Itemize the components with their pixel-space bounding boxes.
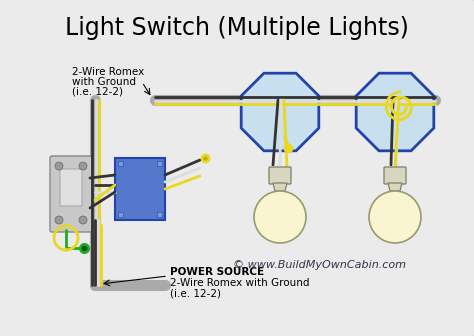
Circle shape	[79, 216, 87, 224]
Polygon shape	[356, 73, 434, 151]
Circle shape	[79, 162, 87, 170]
Polygon shape	[273, 183, 287, 191]
Circle shape	[254, 191, 306, 243]
FancyBboxPatch shape	[157, 161, 162, 166]
Circle shape	[55, 216, 63, 224]
FancyBboxPatch shape	[115, 158, 165, 220]
Polygon shape	[388, 183, 402, 191]
FancyBboxPatch shape	[269, 167, 291, 184]
FancyBboxPatch shape	[157, 212, 162, 217]
FancyBboxPatch shape	[118, 161, 123, 166]
Text: (i.e. 12-2): (i.e. 12-2)	[170, 288, 221, 298]
FancyBboxPatch shape	[60, 169, 82, 206]
Text: POWER SOURCE: POWER SOURCE	[170, 267, 264, 277]
Text: Light Switch (Multiple Lights): Light Switch (Multiple Lights)	[65, 16, 409, 40]
Polygon shape	[241, 73, 319, 151]
Text: (i.e. 12-2): (i.e. 12-2)	[72, 87, 123, 97]
Text: with Ground: with Ground	[72, 77, 136, 87]
Circle shape	[55, 162, 63, 170]
Text: 2-Wire Romex: 2-Wire Romex	[72, 67, 144, 77]
Text: 2-Wire Romex with Ground: 2-Wire Romex with Ground	[170, 278, 310, 288]
FancyBboxPatch shape	[50, 156, 92, 232]
Circle shape	[369, 191, 421, 243]
Text: © www.BuildMyOwnCabin.com: © www.BuildMyOwnCabin.com	[234, 260, 407, 270]
FancyBboxPatch shape	[118, 212, 123, 217]
FancyBboxPatch shape	[384, 167, 406, 184]
